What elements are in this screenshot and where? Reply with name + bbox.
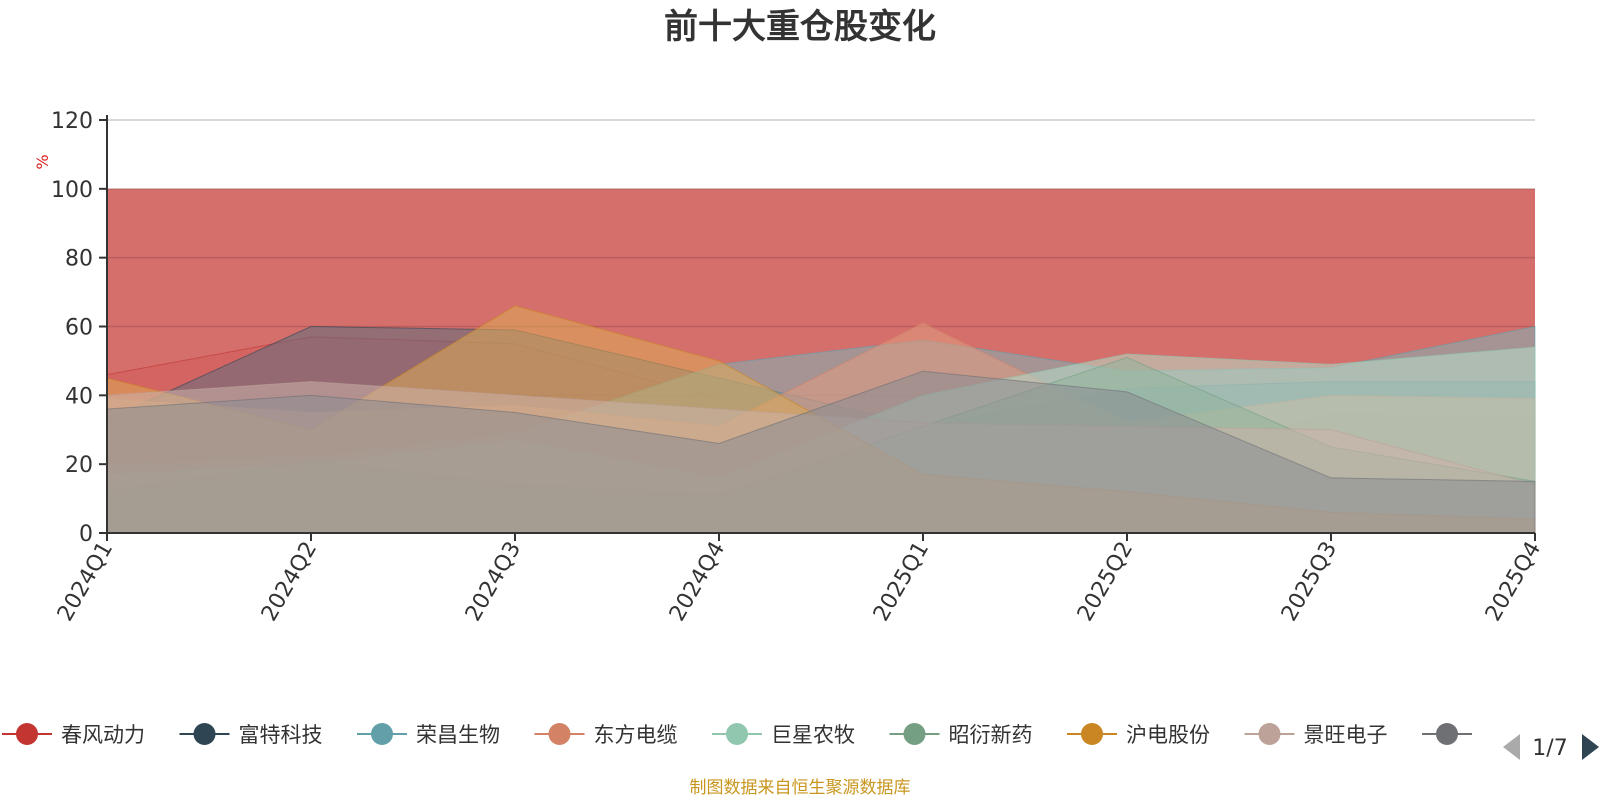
series-area-9 bbox=[106, 370, 1536, 534]
x-tick-label: 2025Q3 bbox=[1277, 538, 1342, 626]
legend-label: 春风动力 bbox=[61, 723, 145, 747]
y-tick-label: 40 bbox=[65, 384, 93, 409]
triangle-left-icon[interactable] bbox=[1503, 734, 1520, 760]
x-tick-label: 2025Q2 bbox=[1073, 538, 1138, 626]
y-tick-label: 60 bbox=[65, 316, 93, 341]
legend-marker bbox=[193, 723, 216, 745]
y-axis-label: % bbox=[33, 154, 52, 169]
legend-label: 富特科技 bbox=[239, 723, 323, 747]
legend-items: 春风动力 富特科技 荣昌生物 东方电缆 巨星农牧 昭衍新药 沪电股份 景旺电子 bbox=[2, 723, 1472, 747]
legend-item[interactable]: 春风动力 bbox=[2, 723, 145, 747]
legend-marker bbox=[1081, 723, 1103, 745]
legend-item[interactable]: 景旺电子 bbox=[1244, 723, 1388, 747]
legend-marker bbox=[1258, 723, 1281, 745]
x-tick-label: 2025Q4 bbox=[1481, 538, 1546, 626]
legend-marker bbox=[903, 723, 926, 745]
legend-marker bbox=[726, 723, 748, 745]
legend-label: 巨星农牧 bbox=[771, 723, 855, 747]
legend-item[interactable]: 巨星农牧 bbox=[712, 723, 855, 747]
y-tick-label: 80 bbox=[65, 247, 93, 272]
legend: 春风动力 富特科技 荣昌生物 东方电缆 巨星农牧 昭衍新药 沪电股份 景旺电子 bbox=[2, 723, 1472, 747]
x-tick-label: 2024Q2 bbox=[257, 538, 322, 626]
legend-label: 昭衍新药 bbox=[949, 723, 1033, 747]
x-tick-label: 2024Q3 bbox=[461, 538, 526, 626]
x-tick-label: 2024Q1 bbox=[53, 538, 118, 626]
legend-marker bbox=[1436, 723, 1458, 745]
legend-item[interactable]: 荣昌生物 bbox=[357, 723, 500, 747]
legend-marker bbox=[548, 723, 571, 745]
legend-label: 景旺电子 bbox=[1304, 723, 1388, 747]
series-areas bbox=[106, 305, 1536, 534]
chart-title: 前十大重仓股变化 bbox=[664, 7, 936, 47]
triangle-right-icon[interactable] bbox=[1582, 734, 1599, 760]
legend-item[interactable]: 昭衍新药 bbox=[889, 723, 1033, 747]
y-tick-label: 100 bbox=[51, 178, 93, 203]
legend-label: 沪电股份 bbox=[1126, 723, 1210, 747]
legend-pager: 1/7 bbox=[1503, 734, 1599, 761]
legend-label: 荣昌生物 bbox=[416, 723, 500, 747]
legend-item[interactable] bbox=[1422, 723, 1472, 745]
legend-item[interactable]: 东方电缆 bbox=[534, 723, 678, 747]
legend-item[interactable]: 富特科技 bbox=[179, 723, 323, 747]
legend-page-indicator: 1/7 bbox=[1532, 736, 1567, 761]
y-tick-label: 20 bbox=[65, 453, 93, 478]
x-tick-label: 2025Q1 bbox=[869, 538, 934, 626]
y-tick-label: 120 bbox=[51, 109, 93, 134]
plot-area: 0 20 40 60 80 100 120 2024Q1 2024Q2 2024Q3 2024Q4 2… bbox=[51, 109, 1546, 626]
legend-item[interactable]: 沪电股份 bbox=[1067, 723, 1210, 747]
legend-marker bbox=[371, 723, 393, 745]
legend-marker bbox=[16, 723, 38, 745]
data-source-note: 制图数据来自恒生聚源数据库 bbox=[690, 778, 911, 798]
legend-label: 东方电缆 bbox=[594, 723, 678, 747]
axes: 0 20 40 60 80 100 120 2024Q1 2024Q2 2024Q3 2024Q4 2… bbox=[51, 109, 1546, 626]
x-tick-label: 2024Q4 bbox=[665, 538, 730, 626]
y-tick-label: 0 bbox=[79, 522, 93, 547]
